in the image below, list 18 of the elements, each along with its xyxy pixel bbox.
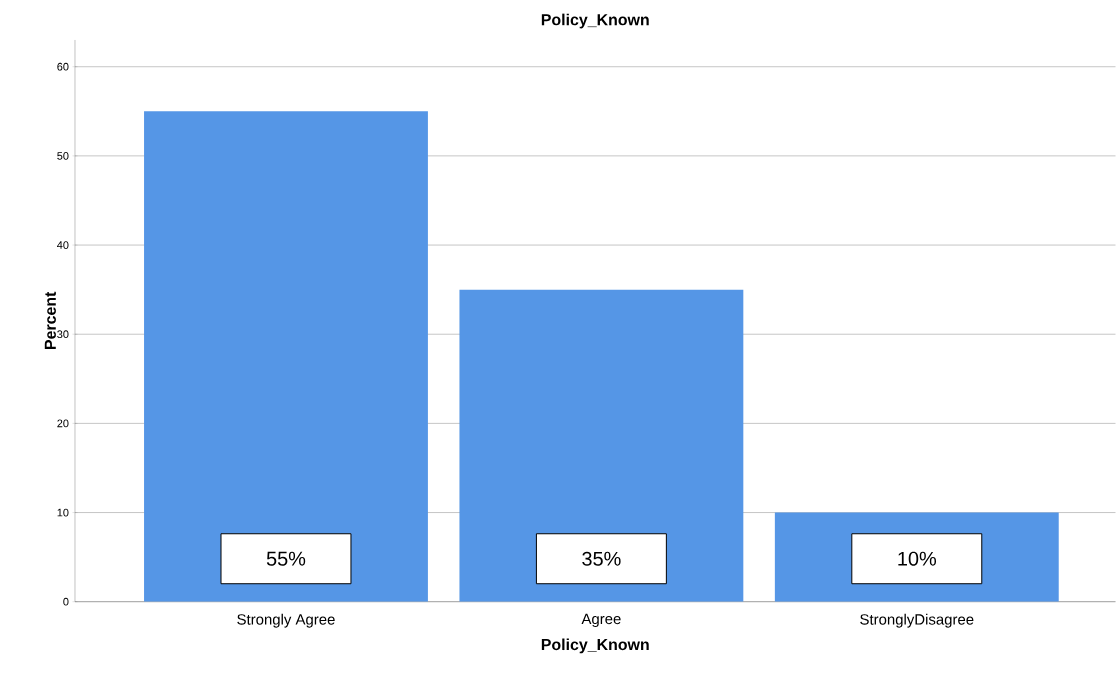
y-tick-label: 40 [57, 241, 69, 250]
data-label: 35% [582, 551, 621, 566]
chart-title: Policy_Known [541, 13, 649, 29]
x-tick-label: Strongly Agree [237, 613, 335, 628]
bar [459, 289, 744, 602]
y-tick-label: 0 [63, 598, 69, 606]
x-tick-label: StronglyDisagree [860, 613, 974, 628]
y-axis-title: Percent [44, 291, 56, 350]
bar [144, 111, 428, 602]
y-tick-label: 30 [57, 330, 69, 339]
x-tick-label: Agree [581, 613, 621, 628]
data-label: 10% [898, 551, 937, 566]
y-tick-label: 20 [57, 419, 69, 428]
y-tick-label: 50 [57, 152, 69, 160]
y-tick-label: 60 [57, 63, 69, 71]
y-tick-label: 10 [57, 508, 69, 517]
data-label: 55% [266, 551, 306, 566]
x-axis-title: Policy_Known [541, 638, 649, 654]
